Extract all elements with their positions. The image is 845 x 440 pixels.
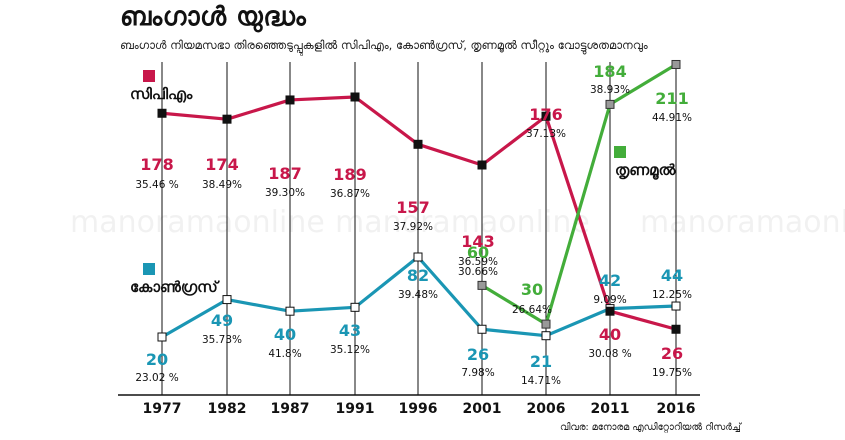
congress-seat-label-2016: 44	[661, 266, 683, 285]
x-tick-label-2016: 2016	[657, 401, 696, 417]
congress-vote-share-label-1991: 35.12%	[330, 344, 370, 356]
x-tick-label-1977: 1977	[143, 401, 182, 417]
tmc-point-2001	[477, 280, 487, 290]
x-tick-label-1991: 1991	[336, 401, 375, 417]
congress-seat-label-2001: 26	[467, 345, 489, 364]
cpm-seat-label-2001: 143	[461, 232, 494, 251]
cpm-vote-share-label-2011: 30.08 %	[588, 348, 631, 360]
congress-legend-swatch	[143, 263, 155, 275]
cpm-vote-share-label-1977: 35.46 %	[135, 179, 178, 191]
cpm-vote-share-label-2001: 36.59%	[458, 256, 498, 268]
congress-vote-share-label-1977: 23.02 %	[135, 372, 178, 384]
tmc-vote-share-label-2001: 30.66%	[458, 266, 498, 278]
congress-vote-share-label-2016: 12.25%	[652, 289, 692, 301]
congress-seat-label-1996: 82	[407, 266, 429, 285]
cpm-point-2006	[541, 111, 551, 121]
cpm-seat-label-1991: 189	[333, 165, 366, 184]
cpm-point-1977	[157, 108, 167, 118]
cpm-seat-label-1987: 187	[268, 164, 301, 183]
congress-seat-label-2011: 42	[599, 271, 621, 290]
cpm-vote-share-label-1982: 38.49%	[202, 179, 242, 191]
congress-vote-share-label-2001: 7.98%	[461, 367, 494, 379]
congress-point-2006	[541, 331, 551, 341]
congress-seat-label-1977: 20	[146, 350, 168, 369]
tmc-legend-swatch	[614, 146, 626, 158]
x-tick-label-1996: 1996	[399, 401, 438, 417]
congress-point-2016	[671, 301, 681, 311]
chart-subtitle: ബംഗാൾ നിയമസഭാ തിരഞ്ഞെടുപ്പുകളിൽ സിപിഎം, …	[120, 38, 648, 52]
congress-vote-share-label-1987: 41.8%	[268, 348, 301, 360]
cpm-seat-label-1982: 174	[205, 155, 238, 174]
x-tick-label-1987: 1987	[271, 401, 310, 417]
x-tick-label-2011: 2011	[591, 401, 630, 417]
congress-seat-label-1991: 43	[339, 321, 361, 340]
tmc-seat-label-2011: 184	[593, 62, 626, 81]
tmc-seat-label-2001: 60	[467, 243, 489, 262]
congress-vote-share-label-1996: 39.48%	[398, 289, 438, 301]
congress-legend-label: കോൺഗ്രസ്	[130, 278, 220, 296]
cpm-legend-label: സിപിഎം	[130, 85, 193, 103]
tmc-line	[481, 63, 677, 326]
cpm-legend-swatch	[143, 70, 155, 82]
cpm-vote-share-label-1987: 39.30%	[265, 187, 305, 199]
congress-vote-share-label-1982: 35.73%	[202, 334, 242, 346]
congress-seat-label-1982: 49	[211, 311, 233, 330]
tmc-legend-label: തൃണമൂൽ	[615, 161, 676, 181]
chart-title: ബംഗാൾ യുദ്ധം	[120, 2, 307, 32]
tmc-point-2011	[605, 99, 615, 109]
tmc-seat-label-2006: 30	[521, 280, 543, 299]
x-tick-label-1982: 1982	[208, 401, 247, 417]
congress-point-2001	[477, 324, 487, 334]
cpm-seat-label-1977: 178	[140, 155, 173, 174]
cpm-point-2011	[605, 306, 615, 316]
watermark-0: manoramaonline	[70, 205, 325, 240]
cpm-point-1982	[222, 114, 232, 124]
tmc-vote-share-label-2016: 44.91%	[652, 112, 692, 124]
congress-vote-share-label-2011: 9.09%	[593, 294, 626, 306]
cpm-vote-share-label-2006: 37.13%	[526, 128, 566, 140]
tmc-vote-share-label-2011: 38.93%	[590, 84, 630, 96]
congress-seat-label-2006: 21	[530, 352, 552, 371]
cpm-vote-share-label-1991: 36.87%	[330, 188, 370, 200]
tmc-vote-share-label-2006: 26.64%	[512, 304, 552, 316]
cpm-seat-label-2006: 176	[529, 105, 562, 124]
cpm-point-1987	[285, 95, 295, 105]
tmc-point-2016	[671, 59, 681, 69]
watermark-1: manoramaonline	[335, 205, 590, 240]
cpm-point-2016	[671, 324, 681, 334]
cpm-point-2001	[477, 160, 487, 170]
x-tick-label-2001: 2001	[463, 401, 502, 417]
x-tick-label-2006: 2006	[527, 401, 566, 417]
congress-vote-share-label-2006: 14.71%	[521, 375, 561, 387]
congress-point-1996	[413, 252, 423, 262]
congress-point-1987	[285, 306, 295, 316]
tmc-seat-label-2016: 211	[655, 89, 688, 108]
congress-point-1991	[350, 302, 360, 312]
cpm-point-1991	[350, 92, 360, 102]
congress-point-1977	[157, 332, 167, 342]
cpm-point-1996	[413, 139, 423, 149]
congress-seat-label-1987: 40	[274, 325, 296, 344]
cpm-vote-share-label-2016: 19.75%	[652, 367, 692, 379]
source-credit: വിവര: മനോരമ എഡിറ്റോറിയൽ റിസർച്ച്	[560, 422, 741, 433]
cpm-vote-share-label-1996: 37.92%	[393, 221, 433, 233]
cpm-seat-label-2016: 26	[661, 344, 683, 363]
cpm-seat-label-1996: 157	[396, 198, 429, 217]
tmc-point-2006	[541, 319, 551, 329]
cpm-seat-label-2011: 40	[599, 325, 621, 344]
congress-point-1982	[222, 295, 232, 305]
watermark-2: manoramaonline	[640, 205, 845, 240]
